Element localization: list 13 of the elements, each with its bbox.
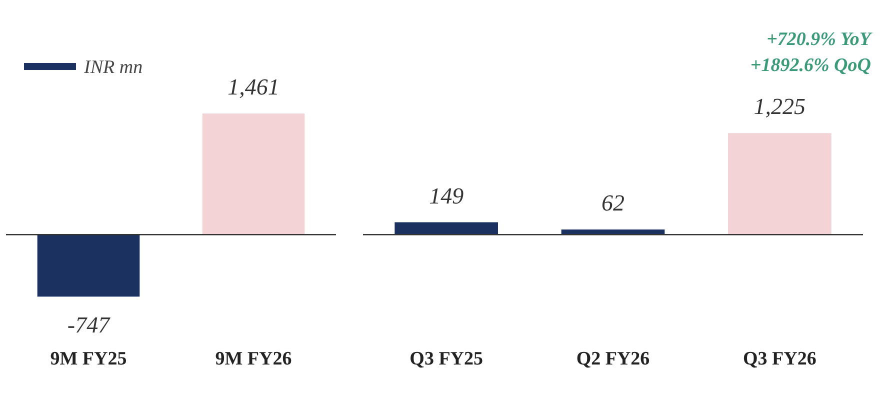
data-label: 149 xyxy=(429,183,464,208)
data-label: -747 xyxy=(67,312,112,338)
x-tick-label: 9M FY26 xyxy=(215,348,292,370)
x-tick-label: Q2 FY26 xyxy=(576,348,650,370)
text: +1892.6% QoQ xyxy=(750,55,872,76)
data-label: 1,461 xyxy=(228,74,280,100)
data-label: 1,225 xyxy=(754,94,806,120)
x-tick-label: Q3 FY26 xyxy=(742,348,816,370)
legend-label: INR mn xyxy=(83,57,143,78)
text: +720.9% YoY xyxy=(766,29,874,50)
x-tick-label: 9M FY25 xyxy=(50,348,127,370)
x-tick-label: Q3 FY25 xyxy=(410,348,484,370)
data-label: 62 xyxy=(602,190,624,216)
